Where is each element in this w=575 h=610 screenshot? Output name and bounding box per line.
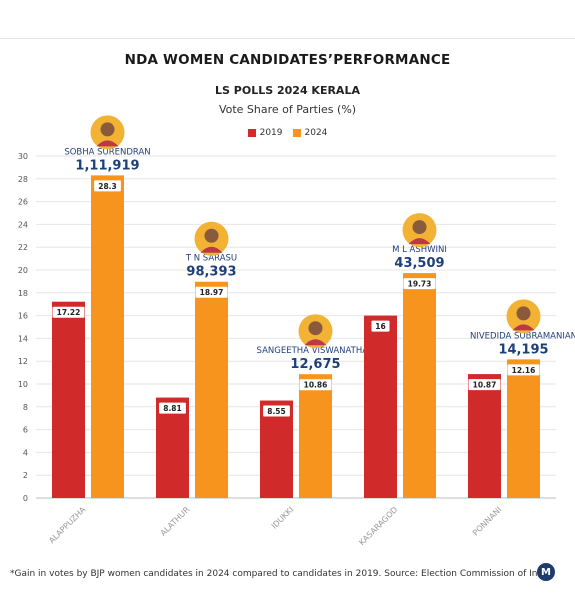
legend-item-2024: 2024 [292,128,328,138]
legend-swatch-2019 [247,129,256,137]
candidate-name: NIVEDIDA SUBRAMANIAN [470,331,575,341]
y-tick-label: 30 [18,152,28,161]
bar-chart: 02468101214161820222426283017.2228.3ALAP… [18,115,575,547]
avatar-face [308,321,323,336]
avatar-shoulders [200,246,223,253]
data-label-box [403,278,436,290]
data-label-box [468,379,501,391]
bar-2024-kasaragod [403,273,436,498]
data-label-box [159,402,186,414]
y-tick-label: 20 [18,266,28,275]
vote-gain: 14,195 [498,342,548,357]
y-tick-label: 24 [18,220,28,229]
data-label: 28.3 [98,182,117,191]
data-label: 18.97 [200,288,224,297]
avatar-shoulders [512,324,535,331]
data-label: 12.16 [512,366,536,375]
y-tick-label: 14 [18,334,28,343]
y-tick-label: 16 [18,312,28,321]
bar-2019-ponnani [468,374,501,498]
y-tick-label: 10 [18,380,28,389]
bar-2024-ponnani [507,359,540,498]
avatar-face [516,306,531,321]
bar-2024-alappuzha [91,175,124,498]
data-label: 8.81 [163,404,182,413]
y-tick-label: 22 [18,243,28,252]
bar-2024-alathur [195,281,228,498]
data-label: 19.73 [408,280,432,289]
bar-2019-idukki [260,400,293,498]
bar-2019-kasaragod [364,315,397,498]
x-tick-label: PONNANI [471,505,503,537]
avatar-shoulders [408,238,431,245]
bar-2024-idukki [299,374,332,498]
legend-label-2024: 2024 [304,128,328,138]
candidate-name: T N SARASU [185,254,237,264]
publisher-logo: M [537,563,555,581]
x-tick-label: ALAPPUZHA [47,505,88,546]
data-label-box [371,320,390,332]
data-label-box [52,306,85,318]
x-tick-label: KASARAGOD [357,505,399,547]
y-tick-label: 2 [23,471,28,480]
data-label-box [94,180,121,192]
candidate-name: M L ASHWINI [392,245,447,255]
vote-gain: 12,675 [290,357,340,372]
data-label: 16 [375,322,385,331]
avatar-face [412,220,427,235]
data-label: 10.87 [473,381,497,390]
vote-gain: 98,393 [186,265,236,280]
data-label: 8.55 [267,407,286,416]
top-divider [0,38,575,39]
chart-axis-caption: Vote Share of Parties (%) [218,103,357,116]
candidate-name: SOBHA SURENDRAN [64,147,150,157]
candidate-name: SANGEETHA VISWANATHAN [257,346,375,356]
chart-legend: 2019 2024 [0,128,575,138]
y-tick-label: 0 [23,494,28,503]
avatar-face [100,122,115,137]
legend-swatch-2024 [292,129,301,137]
avatar-shoulders [304,339,327,346]
data-label-box [263,405,290,417]
publisher-logo-text: M [541,566,551,578]
avatar-face [204,228,219,243]
vote-gain: 43,509 [394,256,444,271]
chart-title: NDA WOMEN CANDIDATES’PERFORMANCE [124,52,451,68]
bar-2019-alappuzha [52,301,85,498]
y-tick-label: 6 [23,426,28,435]
y-tick-label: 4 [23,448,28,457]
data-label: 10.86 [304,381,328,390]
data-label: 17.22 [57,308,81,317]
data-label-box [195,286,228,298]
y-tick-label: 8 [23,403,28,412]
y-tick-label: 12 [18,357,28,366]
vote-gain: 1,11,919 [75,158,139,173]
y-tick-label: 28 [18,175,28,184]
y-tick-label: 26 [18,198,28,207]
legend-label-2019: 2019 [259,128,283,138]
bar-2019-alathur [156,397,189,498]
chart-subtitle: LS POLLS 2024 KERALA [215,84,360,97]
y-tick-label: 18 [18,289,28,298]
data-label-box [507,364,540,376]
data-label-box [299,379,332,391]
footnote: *Gain in votes by BJP women candidates i… [10,569,552,579]
legend-item-2019: 2019 [247,128,283,138]
x-tick-label: IDUKKI [270,505,296,531]
x-tick-label: ALATHUR [159,505,192,538]
avatar-shoulders [96,140,119,147]
